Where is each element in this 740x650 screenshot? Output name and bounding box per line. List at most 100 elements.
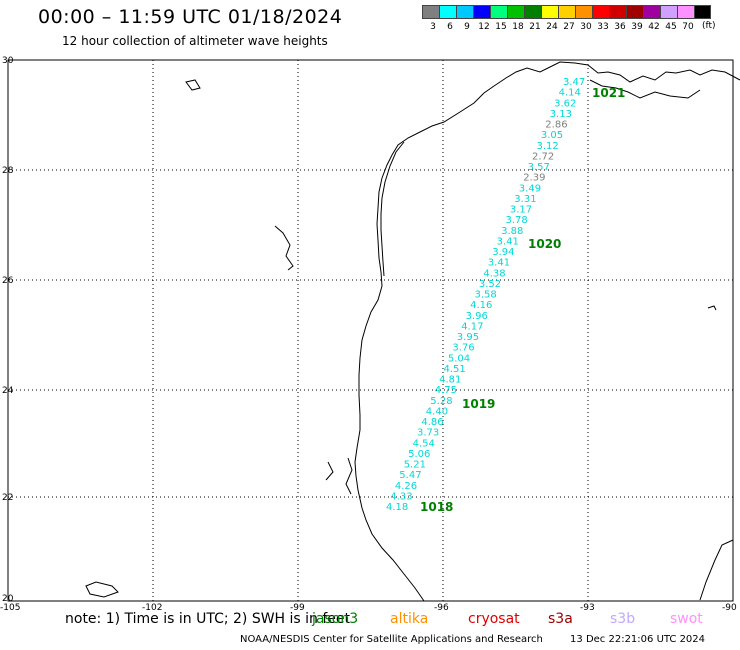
gulf-coast (354, 61, 740, 602)
wave-height-label: 3.78 (506, 215, 528, 226)
wave-height-label: 3.49 (519, 183, 541, 194)
scale-swatch: 42 (643, 5, 660, 32)
mission-label-altika: altika (390, 611, 429, 627)
coastal-lagoon (325, 457, 353, 495)
lat-label-24: 24 (2, 386, 14, 396)
map-frame (7, 59, 734, 602)
scale-swatch: 24 (541, 5, 558, 32)
wave-height-label: 5.21 (404, 460, 426, 471)
wave-height-label: 3.41 (497, 236, 519, 247)
lon-label-102: -102 (142, 603, 162, 613)
mission-label-jason3: jason3 (312, 611, 359, 627)
scale-tick-label: 21 (529, 22, 541, 32)
scale-swatch: 21 (524, 5, 541, 32)
page-subtitle: 12 hour collection of altimeter wave hei… (62, 34, 328, 48)
wave-height-label: 4.17 (461, 321, 483, 332)
wave-height-label: 4.54 (413, 438, 435, 449)
scale-tick-label: 15 (495, 22, 507, 32)
wave-height-label: 3.13 (550, 109, 572, 120)
scale-tick-label: 18 (512, 22, 524, 32)
scale-swatch: 12 (473, 5, 490, 32)
scale-swatch: 9 (456, 5, 473, 32)
lon-label-96: -96 (434, 603, 449, 613)
wave-height-label: 4.51 (444, 364, 466, 375)
wave-height-label: 3.47 (563, 77, 585, 88)
wave-height-label: 3.58 (475, 290, 497, 301)
ground-track-labels: 3.474.143.623.132.863.053.122.723.572.39… (386, 77, 585, 513)
wave-height-label: 5.28 (430, 396, 452, 407)
scale-tick-label: 3 (430, 22, 436, 32)
wave-height-label: 2.39 (523, 173, 545, 184)
inland-fragment-1 (185, 79, 201, 91)
scale-swatch: 6 (439, 5, 456, 32)
scale-swatch: 45 (660, 5, 677, 32)
wave-height-label: 5.47 (399, 470, 421, 481)
wave-height-label: 3.41 (488, 258, 510, 269)
scale-tick-label: 27 (563, 22, 575, 32)
wave-height-label: 4.75 (435, 385, 457, 396)
scale-swatch: 3 (422, 5, 439, 32)
wave-height-label: 3.62 (554, 98, 576, 109)
scale-swatch: 27 (558, 5, 575, 32)
scale-swatch: 15 (490, 5, 507, 32)
wave-height-label: 4.86 (421, 417, 443, 428)
scale-unit-label: (ft) (702, 21, 716, 31)
wave-height-label: 5.04 (448, 353, 470, 364)
lon-label-105: -105 (0, 603, 20, 613)
wave-height-label: 3.17 (510, 205, 532, 216)
wave-height-label: 3.94 (492, 247, 514, 258)
wave-height-label: 2.86 (545, 120, 567, 131)
barrier-island (380, 141, 405, 277)
scale-swatch: 36 (609, 5, 626, 32)
wave-height-label: 3.96 (466, 311, 488, 322)
time-label-1020: 1020 (528, 237, 561, 251)
mission-label-cryosat: cryosat (468, 611, 520, 627)
scale-swatch: 70 (677, 5, 694, 32)
wave-height-label: 2.72 (532, 151, 554, 162)
wave-height-label: 5.06 (408, 449, 430, 460)
lon-label-99: -99 (290, 603, 305, 613)
mission-label-swot: swot (670, 611, 703, 627)
time-label-1021: 1021 (592, 86, 625, 100)
lat-label-22: 22 (2, 493, 13, 503)
bay-outline (589, 79, 701, 99)
lon-label-93: -93 (580, 603, 595, 613)
scale-swatch: 39 (626, 5, 643, 32)
lat-label-20: 20 (2, 594, 14, 604)
island-east (707, 305, 717, 311)
coastline (85, 61, 740, 602)
wave-height-label: 3.12 (537, 141, 559, 152)
scale-tick-label: 6 (447, 22, 453, 32)
scale-tick-label: 42 (648, 22, 660, 32)
mission-label-s3a: s3a (548, 611, 573, 627)
time-label-1018: 1018 (420, 500, 453, 514)
wave-height-label: 3.76 (452, 343, 474, 354)
scale-tick-label: 9 (464, 22, 470, 32)
wave-height-label: 4.40 (426, 406, 448, 417)
wave-height-label: 4.33 (390, 491, 412, 502)
page-title: 00:00 – 11:59 UTC 01/18/2024 (38, 6, 343, 28)
lon-label-90: -90 (722, 603, 737, 613)
scale-tick-label: 39 (631, 22, 643, 32)
time-label-1019: 1019 (462, 397, 495, 411)
inland-fragment-2 (274, 225, 294, 271)
wave-height-label: 3.05 (541, 130, 563, 141)
inland-fragment-3 (85, 581, 119, 598)
grid-lines (8, 60, 733, 601)
credit-text: NOAA/NESDIS Center for Satellite Applica… (240, 634, 543, 645)
scale-tick-label: 45 (665, 22, 677, 32)
wave-height-label: 3.73 (417, 428, 439, 439)
scale-swatch: 18 (507, 5, 524, 32)
wave-height-label: 4.14 (559, 88, 581, 99)
scale-tick-label: 36 (614, 22, 626, 32)
scale-tick-label: 24 (546, 22, 558, 32)
scale-swatch: 33 (592, 5, 609, 32)
scale-tick-label: 33 (597, 22, 609, 32)
wave-height-label: 4.38 (483, 268, 505, 279)
scale-tick-label: 12 (478, 22, 490, 32)
wave-height-label: 3.88 (501, 226, 523, 237)
mission-label-s3b: s3b (610, 611, 636, 627)
wave-height-label: 4.26 (395, 481, 417, 492)
scale-tick-label: 30 (580, 22, 592, 32)
